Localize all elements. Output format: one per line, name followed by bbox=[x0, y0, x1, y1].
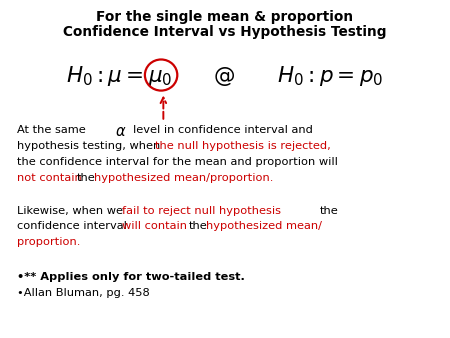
Text: proportion.: proportion. bbox=[17, 237, 81, 247]
Text: hypothesis testing, when: hypothesis testing, when bbox=[17, 141, 160, 151]
Text: hypothesized mean/: hypothesized mean/ bbox=[206, 221, 322, 232]
Text: the confidence interval for the mean and proportion will: the confidence interval for the mean and… bbox=[17, 157, 338, 167]
Text: the: the bbox=[320, 206, 338, 216]
Text: For the single mean & proportion: For the single mean & proportion bbox=[96, 10, 354, 24]
Text: hypothesized mean/proportion.: hypothesized mean/proportion. bbox=[94, 173, 273, 183]
Text: •** Applies only for two-tailed test.: •** Applies only for two-tailed test. bbox=[17, 272, 245, 282]
Text: Likewise, when we: Likewise, when we bbox=[17, 206, 123, 216]
Text: confidence interval: confidence interval bbox=[17, 221, 127, 232]
Text: Confidence Interval vs Hypothesis Testing: Confidence Interval vs Hypothesis Testin… bbox=[63, 25, 387, 39]
Text: not contain: not contain bbox=[17, 173, 82, 183]
Text: •Allan Bluman, pg. 458: •Allan Bluman, pg. 458 bbox=[17, 288, 150, 298]
Text: $\alpha$: $\alpha$ bbox=[115, 124, 126, 139]
Text: the: the bbox=[189, 221, 208, 232]
Text: At the same: At the same bbox=[17, 125, 86, 135]
Text: the null hypothesis is rejected,: the null hypothesis is rejected, bbox=[155, 141, 331, 151]
Text: the: the bbox=[76, 173, 95, 183]
Text: $H_0 : \mu = \mu_0\quad\quad@\quad\quad H_0 : p = p_0$: $H_0 : \mu = \mu_0\quad\quad@\quad\quad … bbox=[66, 64, 384, 88]
Text: fail to reject null hypothesis: fail to reject null hypothesis bbox=[122, 206, 281, 216]
Text: level in confidence interval and: level in confidence interval and bbox=[133, 125, 313, 135]
Text: will contain: will contain bbox=[122, 221, 187, 232]
